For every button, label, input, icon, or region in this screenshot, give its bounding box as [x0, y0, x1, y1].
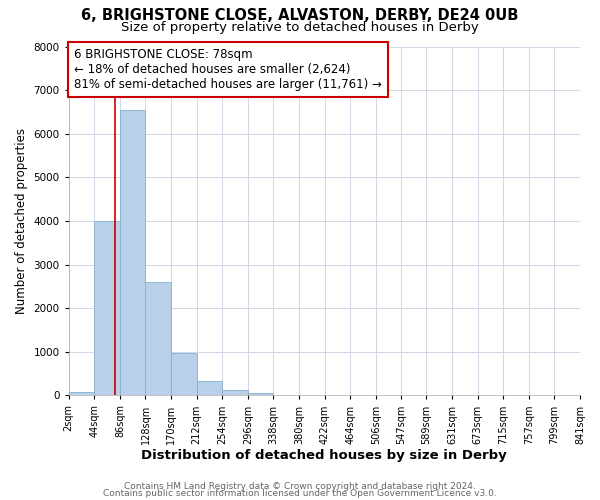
Text: Size of property relative to detached houses in Derby: Size of property relative to detached ho… [121, 21, 479, 34]
Bar [171, 353, 197, 396]
Bar [69, 392, 94, 396]
Bar [120, 110, 145, 396]
Y-axis label: Number of detached properties: Number of detached properties [15, 128, 28, 314]
Text: 6, BRIGHSTONE CLOSE, ALVASTON, DERBY, DE24 0UB: 6, BRIGHSTONE CLOSE, ALVASTON, DERBY, DE… [82, 8, 518, 22]
Bar [197, 381, 222, 396]
Bar [222, 390, 248, 396]
Text: 6 BRIGHSTONE CLOSE: 78sqm
← 18% of detached houses are smaller (2,624)
81% of se: 6 BRIGHSTONE CLOSE: 78sqm ← 18% of detac… [74, 48, 382, 91]
Bar [248, 393, 274, 396]
Bar [145, 282, 171, 396]
X-axis label: Distribution of detached houses by size in Derby: Distribution of detached houses by size … [142, 450, 507, 462]
Text: Contains HM Land Registry data © Crown copyright and database right 2024.: Contains HM Land Registry data © Crown c… [124, 482, 476, 491]
Text: Contains public sector information licensed under the Open Government Licence v3: Contains public sector information licen… [103, 490, 497, 498]
Bar [94, 221, 120, 396]
